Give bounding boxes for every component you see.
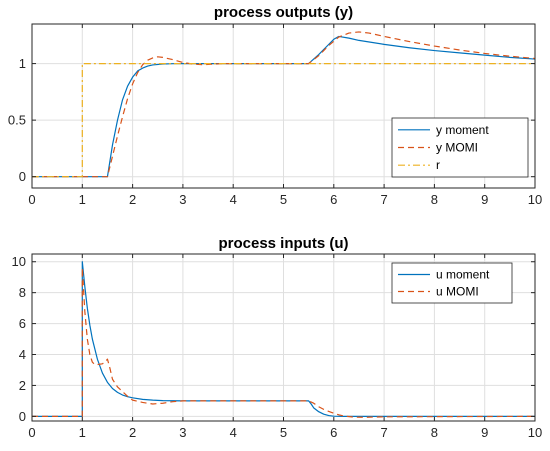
x-tick-label: 9 <box>481 425 488 440</box>
x-tick-label: 7 <box>380 425 387 440</box>
legend-entry: y moment <box>436 123 489 137</box>
x-tick-label: 7 <box>380 192 387 207</box>
x-tick-label: 4 <box>230 192 237 207</box>
x-tick-label: 2 <box>129 425 136 440</box>
legend-box <box>391 262 513 304</box>
y-tick-label: 0 <box>19 409 26 424</box>
x-tick-label: 10 <box>528 192 542 207</box>
outputs-tick-labels: 0 1 2 3 4 5 6 7 8 9 10 0 0.5 1 <box>8 24 542 207</box>
x-tick-label: 8 <box>431 192 438 207</box>
x-tick-label: 6 <box>330 192 337 207</box>
x-tick-label: 3 <box>179 425 186 440</box>
y-tick-label: 0.5 <box>8 113 26 128</box>
y-tick-label: 2 <box>19 378 26 393</box>
series-line <box>32 267 535 418</box>
inputs-subplot: process inputs (u) 0 1 2 3 4 5 6 7 8 9 10 0 2 4 6 8 10 u… <box>12 235 543 440</box>
x-tick-label: 5 <box>280 425 287 440</box>
outputs-subplot: process outputs (y) 0 1 2 3 4 5 6 7 8 9 10 0 0.5 1 y … <box>8 4 542 207</box>
x-tick-label: 10 <box>528 425 542 440</box>
inputs-series <box>32 261 535 418</box>
y-tick-label: 4 <box>19 347 26 362</box>
x-tick-label: 8 <box>431 425 438 440</box>
legend-entry: u MOMI <box>436 285 479 299</box>
inputs-title: process inputs (u) <box>218 235 348 252</box>
outputs-legend: y moment y MOMI r <box>391 117 529 178</box>
x-tick-label: 0 <box>28 192 35 207</box>
x-tick-label: 9 <box>481 192 488 207</box>
legend-entry: r <box>436 158 440 172</box>
x-tick-label: 4 <box>230 425 237 440</box>
x-tick-label: 3 <box>179 192 186 207</box>
x-tick-label: 5 <box>280 192 287 207</box>
y-tick-label: 0 <box>19 169 26 184</box>
y-tick-label: 1 <box>19 56 26 71</box>
inputs-legend: u moment u MOMI <box>391 262 513 304</box>
outputs-series <box>32 31 535 178</box>
series-line <box>32 35 535 178</box>
series-line <box>32 62 535 178</box>
x-tick-label: 0 <box>28 425 35 440</box>
series-line <box>32 261 535 417</box>
x-tick-label: 1 <box>79 192 86 207</box>
y-tick-label: 8 <box>19 285 26 300</box>
outputs-title: process outputs (y) <box>214 4 353 21</box>
legend-box <box>391 117 529 178</box>
y-tick-label: 10 <box>12 254 26 269</box>
inputs-tick-labels: 0 1 2 3 4 5 6 7 8 9 10 0 2 4 6 8 10 <box>12 254 542 440</box>
x-tick-label: 1 <box>79 425 86 440</box>
x-tick-label: 2 <box>129 192 136 207</box>
x-tick-label: 6 <box>330 425 337 440</box>
y-tick-label: 6 <box>19 316 26 331</box>
legend-entry: y MOMI <box>436 141 478 155</box>
legend-entry: u moment <box>436 268 490 282</box>
